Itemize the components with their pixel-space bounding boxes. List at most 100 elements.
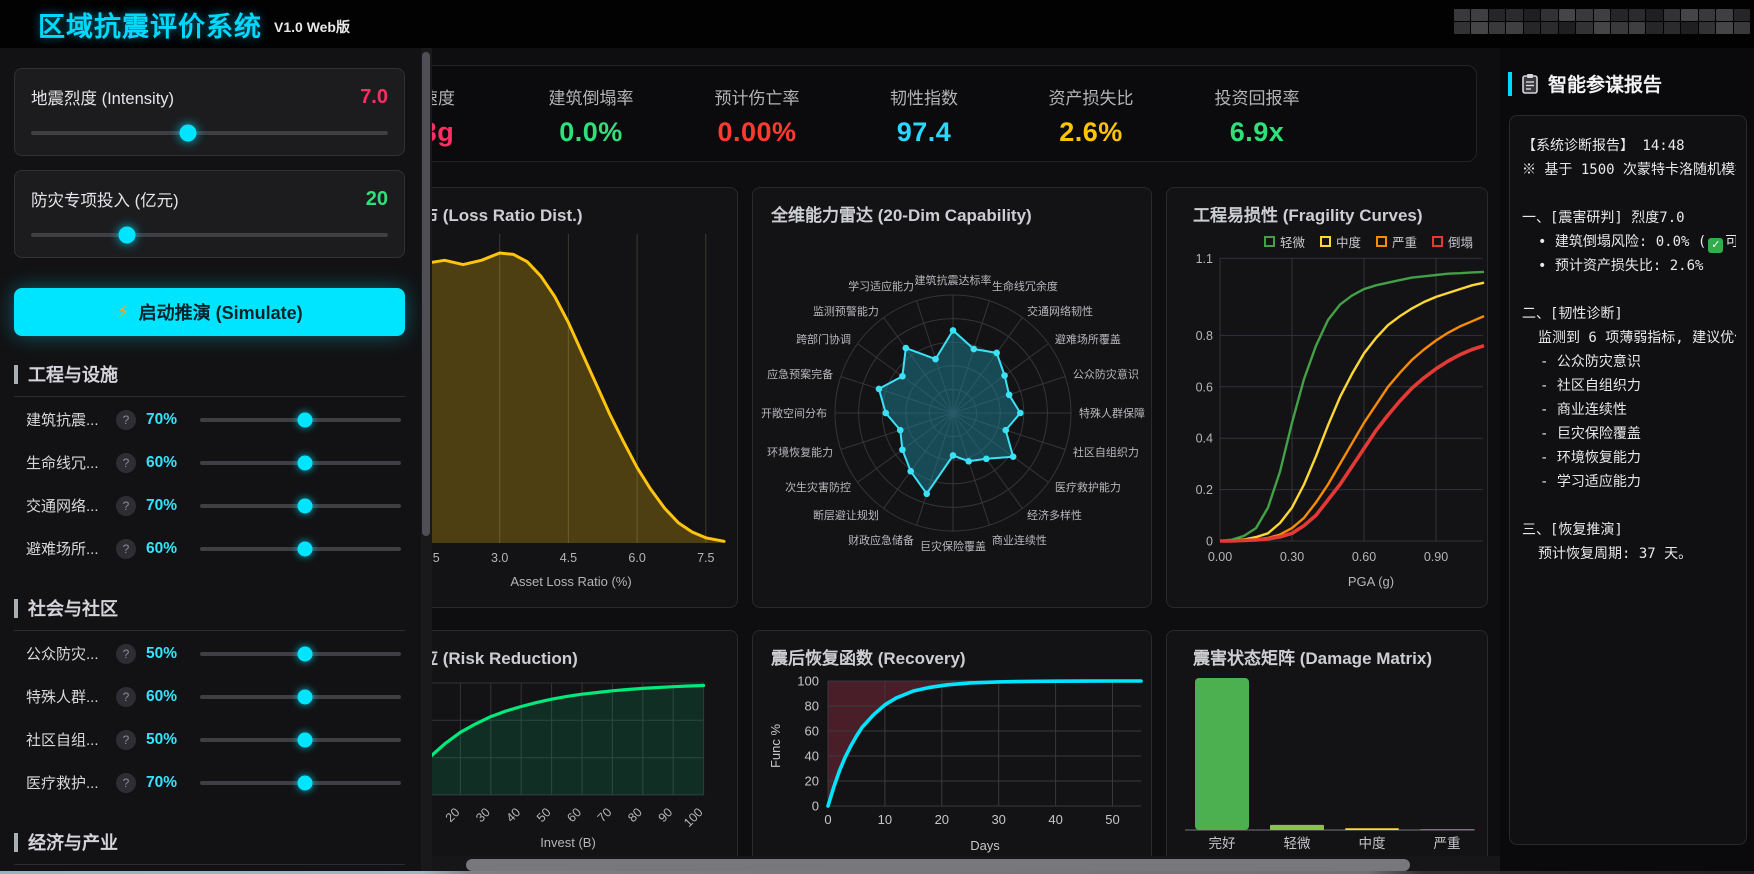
factor-value: 70% [146,496,178,514]
section-header: 社会与社区 [14,595,405,621]
slider-thumb[interactable] [118,226,136,244]
clipboard-icon [1521,73,1539,94]
svg-text:80: 80 [625,805,645,825]
svg-text:PGA (g): PGA (g) [1348,574,1394,589]
help-icon[interactable]: ? [116,686,136,707]
help-icon[interactable]: ? [116,409,136,430]
slider-thumb[interactable] [297,732,313,747]
slider-thumb[interactable] [297,455,313,470]
kpi-label: 建筑倒塌率 [548,89,634,108]
slider-thumb[interactable] [297,689,313,704]
factor-slider[interactable] [200,775,401,790]
help-icon[interactable]: ? [116,643,136,664]
legend-item: 中度 [1319,232,1361,251]
svg-text:交通网络韧性: 交通网络韧性 [1027,304,1093,318]
help-icon[interactable]: ? [116,538,136,559]
help-icon[interactable]: ? [116,495,136,516]
factor-value: 50% [146,644,178,662]
report-line [1522,494,1736,518]
app-version: V1.0 Web版 [274,19,350,35]
damage-matrix-chart: 完好 轻微 中度 严重 [1185,678,1475,851]
svg-text:Asset Loss Ratio (%): Asset Loss Ratio (%) [510,574,631,589]
factor-slider[interactable] [200,732,401,747]
parameter-label: 地震烈度 (Intensity) [31,90,175,108]
factor-label: 交通网络... [26,498,99,515]
factor-label: 建筑抗震... [26,412,99,429]
svg-text:生命线冗余度: 生命线冗余度 [992,279,1058,293]
check-icon: ✓ [1708,237,1724,253]
factor-label: 避难场所... [26,541,99,558]
kpi-item: 投资回报率 6.9x [1215,84,1300,148]
report-panel: 智能参谋报告 【系统诊断报告】 14:48 ※ 基于 1500 次蒙特卡洛随机模拟… [1500,48,1754,874]
parameter-slider[interactable] [31,124,388,142]
factor-slider[interactable] [200,412,401,427]
parameter-value: 7.0 [360,85,388,108]
horizontal-scrollbar-thumb[interactable] [466,859,1410,871]
factor-label: 医疗救护... [26,775,99,792]
report-line: 一、[震害研判] 烈度7.0 [1522,210,1685,226]
help-icon[interactable]: ? [116,452,136,473]
factor-slider-row: 医疗救护... ? 70% [14,761,405,804]
svg-text:20: 20 [805,774,819,789]
svg-text:断层避让规划: 断层避让规划 [813,508,879,522]
slider-thumb[interactable] [297,412,313,427]
report-title: 智能参谋报告 [1548,75,1663,96]
factor-section: 社会与社区 公众防灾... ? 50% 特殊人群... ? 60% 社区自组..… [14,595,405,804]
svg-text:60: 60 [564,805,584,825]
factor-slider[interactable] [200,498,401,513]
svg-text:0.4: 0.4 [1196,432,1213,446]
window-bottom-edge [0,871,1754,874]
kpi-item: 韧性指数 97.4 [890,84,958,148]
factor-label: 社区自组... [26,732,99,749]
simulate-button[interactable]: ⚡ 启动推演 (Simulate) [14,288,405,336]
svg-text:60: 60 [805,724,819,739]
factor-slider-row: 公众防灾... ? 50% [14,632,405,675]
slider-thumb[interactable] [297,541,313,556]
report-line: - 公众防灾意识 [1540,354,1641,370]
app-title: 区域抗震评价系统 [38,11,262,42]
app-header: 区域抗震评价系统 V1.0 Web版 [0,0,1754,48]
slider-thumb[interactable] [297,498,313,513]
parameter-slider[interactable] [31,226,388,244]
svg-text:0.90: 0.90 [1424,550,1448,564]
factor-slider[interactable] [200,689,401,704]
factor-slider[interactable] [200,646,401,661]
factor-slider[interactable] [200,455,401,470]
slider-thumb[interactable] [297,775,313,790]
report-header: 智能参谋报告 [1508,70,1744,97]
legend-item: 倒塌 [1431,232,1473,251]
report-line: - 学习适应能力 [1540,474,1641,490]
radar-title: 全维能力雷达 (20-Dim Capability) [771,206,1032,225]
svg-text:30: 30 [473,805,493,825]
svg-text:40: 40 [504,805,524,825]
svg-text:50: 50 [1105,812,1119,827]
section-title: 社会与社区 [28,599,118,619]
help-icon[interactable]: ? [116,772,136,793]
sidebar-scrollbar-thumb[interactable] [422,52,430,536]
svg-text:经济多样性: 经济多样性 [1027,508,1082,522]
legend-swatch [1319,236,1331,247]
section-divider [14,396,405,397]
svg-text:6.0: 6.0 [628,551,645,565]
section-title: 工程与设施 [28,365,118,385]
svg-text:0.60: 0.60 [1352,550,1376,564]
svg-text:70: 70 [595,805,615,825]
factor-slider[interactable] [200,541,401,556]
slider-thumb[interactable] [297,646,313,661]
legend-item: 轻微 [1263,232,1305,251]
section-title: 经济与产业 [28,833,118,853]
help-icon[interactable]: ? [116,729,136,750]
report-line: - 巨灾保险覆盖 [1540,426,1641,442]
factor-label: 特殊人群... [26,689,99,706]
legend-label: 中度 [1335,236,1361,250]
svg-text:40: 40 [805,749,819,764]
slider-thumb[interactable] [179,124,197,142]
loss-dist-title: 布 (Loss Ratio Dist.) [421,206,583,225]
svg-text:0.30: 0.30 [1280,550,1304,564]
factor-value: 70% [146,410,178,428]
factor-value: 50% [146,730,178,748]
kpi-label: 投资回报率 [1214,89,1300,108]
section-accent-bar [14,364,18,384]
svg-text:4.5: 4.5 [560,551,577,565]
